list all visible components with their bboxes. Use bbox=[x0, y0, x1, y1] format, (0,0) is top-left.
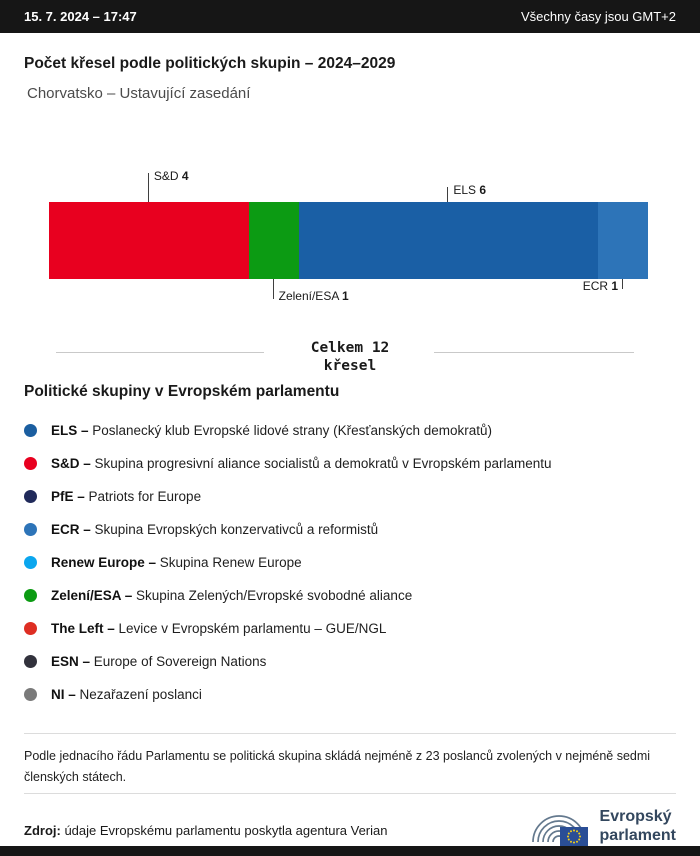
topbar: 15. 7. 2024 – 17:47 Všechny časy jsou GM… bbox=[0, 0, 700, 33]
legend-item: ESN – Europe of Sovereign Nations bbox=[24, 645, 676, 678]
group-color-dot bbox=[24, 556, 37, 569]
total-seats-line2: křesel bbox=[323, 358, 377, 374]
page-title: Počet křesel podle politických skupin – … bbox=[24, 55, 396, 72]
bar-tick bbox=[447, 187, 449, 202]
legend-label: Zelení/ESA – Skupina Zelených/Evropské s… bbox=[51, 588, 413, 603]
legend-title: Politické skupiny v Evropském parlamentu bbox=[24, 383, 340, 400]
legend-label: PfE – Patriots for Europe bbox=[51, 489, 202, 504]
total-seats-line1: Celkem 12 bbox=[310, 340, 390, 356]
group-color-dot bbox=[24, 490, 37, 503]
legend-item: PfE – Patriots for Europe bbox=[24, 480, 676, 513]
bar-label: ELS 6 bbox=[453, 183, 487, 197]
group-color-dot bbox=[24, 523, 37, 536]
legend-item: ELS – Poslanecký klub Evropské lidové st… bbox=[24, 414, 676, 447]
ep-logo-line2: parlament bbox=[599, 827, 676, 845]
group-color-dot bbox=[24, 424, 37, 437]
ep-logo-line1: Evropský bbox=[599, 808, 672, 826]
bar-segment[interactable] bbox=[248, 202, 299, 279]
eu-flag-icon bbox=[559, 827, 588, 847]
source-value: údaje Evropskému parlamentu poskytla age… bbox=[64, 823, 388, 839]
bar-segment[interactable] bbox=[298, 202, 599, 279]
total-divider-left bbox=[56, 352, 264, 353]
ep-logo-text: Evropský parlament bbox=[600, 807, 676, 845]
legend-item: Renew Europe – Skupina Renew Europe bbox=[24, 546, 676, 579]
legend-label: ELS – Poslanecký klub Evropské lidové st… bbox=[51, 423, 492, 438]
footnote-divider bbox=[24, 733, 676, 734]
legend-label: The Left – Levice v Evropském parlamentu… bbox=[51, 621, 387, 636]
bottom-bar bbox=[0, 846, 700, 856]
group-color-dot bbox=[24, 589, 37, 602]
group-color-dot bbox=[24, 688, 37, 701]
legend-label: ECR – Skupina Evropských konzervativců a… bbox=[51, 522, 379, 537]
group-color-dot bbox=[24, 457, 37, 470]
legend-list: ELS – Poslanecký klub Evropské lidové st… bbox=[24, 414, 676, 711]
legend-label: Renew Europe – Skupina Renew Europe bbox=[51, 555, 302, 570]
total-seats-label: Celkem 12 křesel bbox=[311, 339, 390, 375]
topbar-datetime: 15. 7. 2024 – 17:47 bbox=[24, 9, 137, 24]
source-text: Zdroj: údaje Evropskému parlamentu posky… bbox=[24, 823, 387, 838]
legend-label: ESN – Europe of Sovereign Nations bbox=[51, 654, 267, 669]
topbar-timezone-note: Všechny časy jsou GMT+2 bbox=[521, 9, 676, 24]
bar-label: S&D 4 bbox=[153, 169, 189, 183]
seat-distribution-chart: S&D 4 ELS 6 Zelení/ESA 1 ECR 1 bbox=[49, 170, 648, 313]
legend-label: S&D – Skupina progresivní aliance social… bbox=[51, 456, 552, 471]
legend-item: Zelení/ESA – Skupina Zelených/Evropské s… bbox=[24, 579, 676, 612]
bar-tick bbox=[272, 279, 274, 299]
total-seats-row: Celkem 12 křesel bbox=[0, 339, 700, 375]
page-subtitle: Chorvatsko – Ustavující zasedání bbox=[27, 85, 251, 102]
group-color-dot bbox=[24, 622, 37, 635]
bar-label: Zelení/ESA 1 bbox=[278, 289, 349, 303]
legend-label: NI – Nezařazení poslanci bbox=[51, 687, 202, 702]
bar-tick bbox=[147, 173, 149, 202]
legend-item: S&D – Skupina progresivní aliance social… bbox=[24, 447, 676, 480]
labels-above: S&D 4 ELS 6 bbox=[49, 170, 648, 202]
bar-label: ECR 1 bbox=[582, 279, 619, 293]
stacked-bar bbox=[49, 202, 648, 279]
total-divider-right bbox=[434, 352, 634, 353]
labels-below: Zelení/ESA 1 ECR 1 bbox=[49, 279, 648, 313]
footnote-text: Podle jednacího řádu Parlamentu se polit… bbox=[24, 749, 651, 784]
ep-hemicycle-icon bbox=[531, 815, 588, 847]
bar-segment[interactable] bbox=[598, 202, 648, 279]
group-color-dot bbox=[24, 655, 37, 668]
legend-item: ECR – Skupina Evropských konzervativců a… bbox=[24, 513, 676, 546]
bar-tick bbox=[622, 279, 624, 289]
legend-item: The Left – Levice v Evropském parlamentu… bbox=[24, 612, 676, 645]
source-row: Zdroj: údaje Evropskému parlamentu posky… bbox=[24, 802, 676, 850]
source-label: Zdroj: bbox=[24, 823, 61, 839]
bar-segment[interactable] bbox=[49, 202, 249, 279]
ep-logo: Evropský parlament bbox=[527, 802, 676, 850]
legend-item: NI – Nezařazení poslanci bbox=[24, 678, 676, 711]
source-divider bbox=[24, 793, 676, 795]
